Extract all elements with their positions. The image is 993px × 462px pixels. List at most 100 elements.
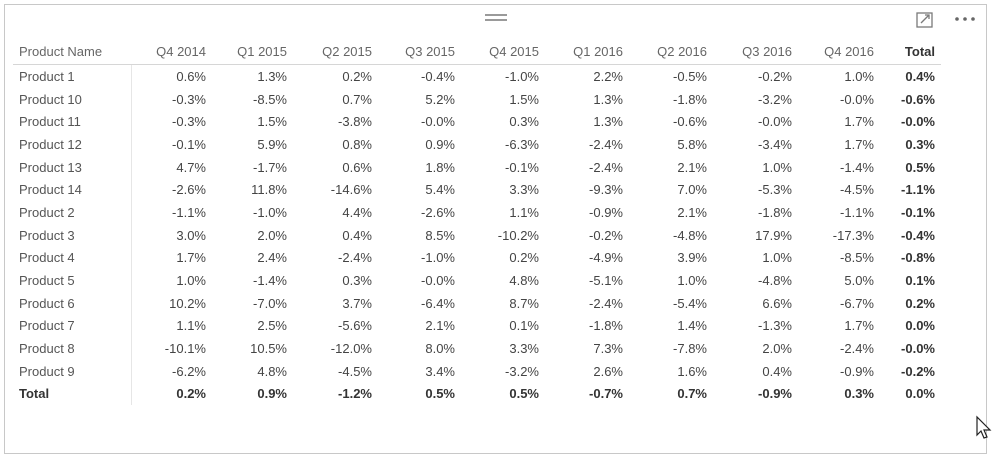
table-cell: 6.6%: [762, 295, 792, 311]
resize-cursor-icon: [975, 415, 993, 441]
total-row[interactable]: Total 0.2% 0.9% -1.2% 0.5% 0.5% -0.7% 0.7% -0.9%…: [13, 382, 941, 406]
table-cell: 0.9%: [425, 136, 455, 152]
table-cell: -5.4%: [673, 295, 707, 311]
table-cell: 5.0%: [844, 273, 874, 289]
table-row[interactable]: Product 6 10.2% -7.0% 3.7% -6.4% 8.7% -2.4% -5.…: [13, 291, 941, 315]
column-header[interactable]: Q2 2016: [629, 39, 713, 65]
table-cell: -0.2%: [901, 363, 935, 379]
row-header-cell: Product 10: [13, 87, 132, 111]
table-cell: -1.8%: [589, 318, 623, 334]
table-cell: 8.7%: [509, 295, 539, 311]
more-options-icon[interactable]: [951, 9, 979, 29]
table-cell: -12.0%: [330, 341, 372, 357]
drag-handle-icon[interactable]: [485, 14, 507, 22]
table-cell: 11.8%: [251, 182, 287, 198]
table-cell: 1.0%: [762, 250, 792, 266]
table-cell: 0.3%: [342, 273, 372, 289]
table-cell: -17.3%: [832, 227, 874, 243]
column-header[interactable]: Q4 2014: [131, 39, 212, 65]
table-cell: 2.0%: [257, 227, 287, 243]
table-row[interactable]: Product 4 1.7% 2.4% -2.4% -1.0% 0.2% -4.9% 3.9%…: [13, 246, 941, 270]
total-cell: 0.2%: [176, 386, 206, 402]
table-cell: 3.3%: [509, 341, 539, 357]
table-cell: -3.2%: [505, 363, 539, 379]
table-row[interactable]: Product 12 -0.1% 5.9% 0.8% 0.9% -6.3% -2.4% 5.8…: [13, 133, 941, 156]
table-row[interactable]: Product 13 4.7% -1.7% 0.6% 1.8% -0.1% -2.4% 2.1…: [13, 155, 941, 179]
table-cell: 17.9%: [755, 227, 792, 243]
table-visual[interactable]: Product Name Q4 2014 Q1 2015 Q2 2015 Q3 2015…: [4, 4, 987, 454]
column-header[interactable]: Q3 2015: [378, 39, 461, 65]
focus-mode-icon[interactable]: [915, 11, 935, 29]
table-cell: -0.0%: [421, 273, 455, 289]
table-row[interactable]: Product 3 3.0% 2.0% 0.4% 8.5% -10.2% -0.2% -4.8…: [13, 223, 941, 247]
table-cell: 4.8%: [509, 273, 539, 289]
table-row[interactable]: Product 9 -6.2% 4.8% -4.5% 3.4% -3.2% 2.6% 1.6%…: [13, 359, 941, 383]
table-cell: -0.0%: [901, 114, 935, 130]
column-header-total[interactable]: Total: [880, 39, 941, 65]
column-header[interactable]: Q1 2016: [545, 39, 629, 65]
table-cell: 5.8%: [677, 136, 707, 152]
column-header[interactable]: Q2 2015: [293, 39, 378, 65]
table-row[interactable]: Product 2 -1.1% -1.0% 4.4% -2.6% 1.1% -0.9% 2.1…: [13, 201, 941, 224]
table-cell: 3.0%: [176, 227, 206, 243]
table-cell: -0.3%: [172, 91, 206, 107]
row-header-cell: Product 11: [13, 110, 132, 134]
table-cell: -0.1%: [505, 159, 539, 175]
table-cell: -1.0%: [505, 68, 539, 84]
column-header[interactable]: Q4 2015: [461, 39, 545, 65]
table-cell: -1.7%: [253, 159, 287, 175]
table-cell: 0.4%: [762, 363, 792, 379]
table-row[interactable]: Product 14 -2.6% 11.8% -14.6% 5.4% 3.3% -9.3% 7…: [13, 178, 941, 202]
table-cell: -3.2%: [758, 91, 792, 107]
row-header-cell: Product 4: [13, 246, 132, 270]
table-row[interactable]: Product 8 -10.1% 10.5% -12.0% 8.0% 3.3% 7.3% -7…: [13, 337, 941, 360]
table-cell: 1.5%: [509, 91, 539, 107]
table-row[interactable]: Product 7 1.1% 2.5% -5.6% 2.1% 0.1% -1.8% 1.4% -…: [13, 314, 941, 338]
total-cell: 0.5%: [509, 386, 539, 402]
table-cell: 4.7%: [176, 159, 206, 175]
table-row[interactable]: Product 1 0.6% 1.3% 0.2% -0.4% -1.0% 2.2% -0.5%…: [13, 64, 941, 88]
table-cell: 5.4%: [425, 182, 455, 198]
table-cell: 0.4%: [905, 68, 935, 84]
table-row[interactable]: Product 11 -0.3% 1.5% -3.8% -0.0% 0.3% 1.3% -0.…: [13, 110, 941, 134]
table-cell: -2.6%: [421, 204, 455, 220]
table-cell: -5.6%: [338, 318, 372, 334]
table-cell: -8.5%: [253, 91, 287, 107]
table-cell: -0.6%: [673, 114, 707, 130]
table-cell: -9.3%: [589, 182, 623, 198]
column-header[interactable]: Q4 2016: [798, 39, 880, 65]
table-cell: -2.4%: [589, 159, 623, 175]
row-header-cell: Product 9: [13, 359, 132, 383]
total-cell: 0.7%: [677, 386, 707, 402]
table-cell: 1.0%: [844, 68, 874, 84]
table-cell: -5.3%: [758, 182, 792, 198]
table-cell: 0.7%: [342, 91, 372, 107]
table-cell: -6.4%: [421, 295, 455, 311]
table-cell: 1.5%: [257, 114, 287, 130]
table-cell: 10.2%: [169, 295, 206, 311]
table-cell: 3.9%: [677, 250, 707, 266]
table-cell: -0.0%: [901, 341, 935, 357]
table-cell: -4.8%: [673, 227, 707, 243]
table-cell: 10.5%: [250, 341, 287, 357]
total-cell: -1.2%: [338, 386, 372, 402]
table-cell: -2.6%: [172, 182, 206, 198]
table-cell: 1.0%: [176, 273, 206, 289]
table-cell: -0.9%: [589, 204, 623, 220]
table-cell: 2.1%: [425, 318, 455, 334]
table-row[interactable]: Product 5 1.0% -1.4% 0.3% -0.0% 4.8% -5.1% 1.0%…: [13, 269, 941, 292]
column-header[interactable]: Q3 2016: [713, 39, 798, 65]
table-cell: 5.2%: [425, 91, 455, 107]
total-cell: -0.9%: [758, 386, 792, 402]
row-header-cell: Product 13: [13, 155, 132, 179]
table-cell: -1.1%: [901, 182, 935, 198]
table-cell: 1.1%: [509, 204, 539, 220]
table-cell: -0.0%: [758, 114, 792, 130]
column-header[interactable]: Q1 2015: [212, 39, 293, 65]
column-header-product-name[interactable]: Product Name: [13, 39, 131, 65]
table-cell: -6.7%: [840, 295, 874, 311]
table-row[interactable]: Product 10 -0.3% -8.5% 0.7% 5.2% 1.5% 1.3% -1.8…: [13, 87, 941, 111]
table-cell: -1.0%: [421, 250, 455, 266]
table-cell: 2.0%: [762, 341, 792, 357]
total-cell: 0.9%: [257, 386, 287, 402]
